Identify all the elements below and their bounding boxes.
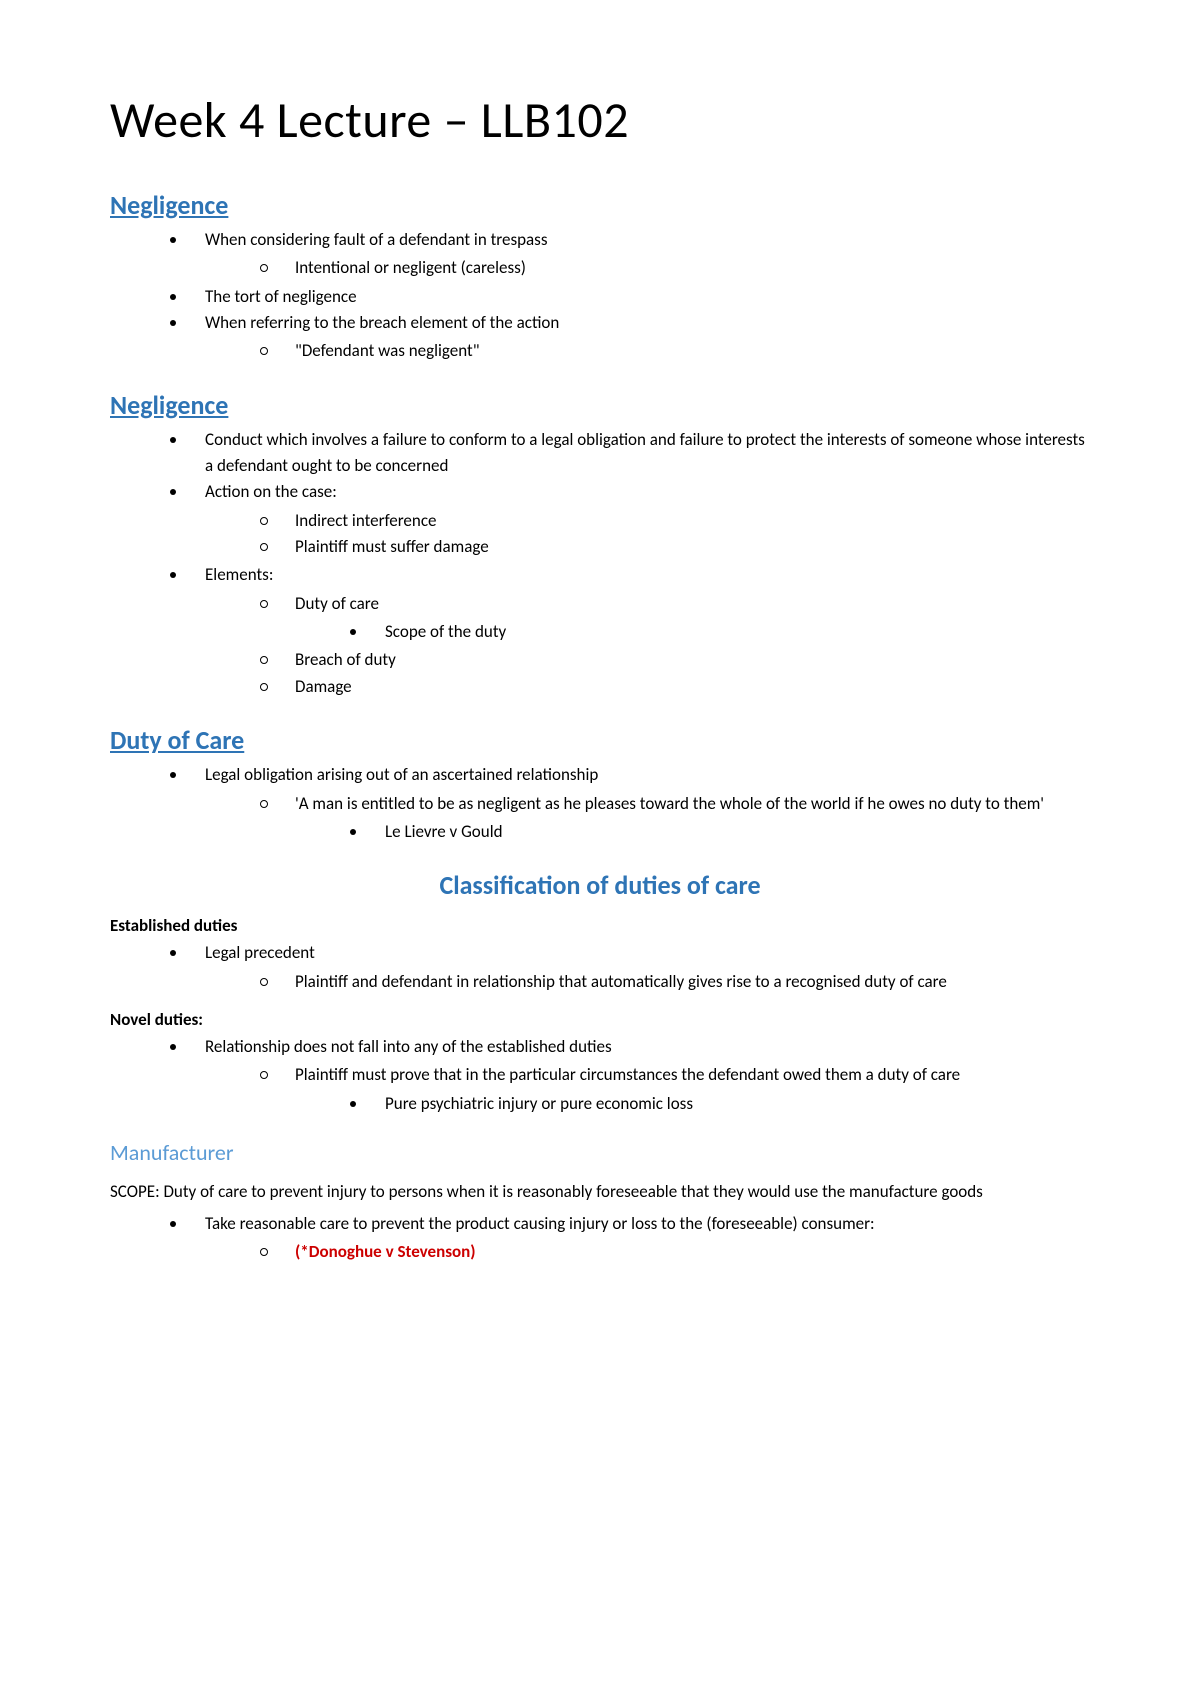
list-text: 'A man is entitled to be as negligent as… — [295, 793, 1044, 814]
list-item: Damage — [260, 674, 1090, 700]
case-citation: (*Donoghue v Stevenson) — [295, 1241, 476, 1262]
sublist: "Defendant was negligent" — [205, 338, 1090, 364]
subsublist: Pure psychiatric injury or pure economic… — [295, 1091, 1090, 1117]
sublist: Plaintiff and defendant in relationship … — [205, 969, 1090, 995]
list-item: Pure psychiatric injury or pure economic… — [350, 1091, 1090, 1117]
scope-text: SCOPE: Duty of care to prevent injury to… — [110, 1180, 1090, 1205]
list-neg1: When considering fault of a defendant in… — [110, 227, 1090, 365]
sublist: Duty of care Scope of the duty Breach of… — [205, 591, 1090, 700]
list-item: Duty of care Scope of the duty — [260, 591, 1090, 646]
document-page: Week 4 Lecture – LLB102 Negligence When … — [0, 0, 1200, 1333]
list-item: Intentional or negligent (careless) — [260, 255, 1090, 281]
list-item: Plaintiff must suffer damage — [260, 534, 1090, 560]
list-item: Conduct which involves a failure to conf… — [170, 427, 1090, 480]
list-item: Plaintiff must prove that in the particu… — [260, 1062, 1090, 1117]
list-novel: Relationship does not fall into any of t… — [110, 1034, 1090, 1117]
list-text: Legal precedent — [205, 942, 315, 963]
heading-negligence-1: Negligence — [110, 189, 1090, 221]
heading-manufacturer: Manufacturer — [110, 1139, 1090, 1166]
list-neg2: Conduct which involves a failure to conf… — [110, 427, 1090, 700]
list-item: Take reasonable care to prevent the prod… — [170, 1211, 1090, 1266]
list-item: Legal obligation arising out of an ascer… — [170, 762, 1090, 845]
list-text: Elements: — [205, 564, 273, 585]
list-established: Legal precedent Plaintiff and defendant … — [110, 940, 1090, 995]
list-text: Relationship does not fall into any of t… — [205, 1036, 612, 1057]
sublist: Indirect interference Plaintiff must suf… — [205, 508, 1090, 561]
sublist: 'A man is entitled to be as negligent as… — [205, 791, 1090, 846]
list-manufacturer: Take reasonable care to prevent the prod… — [110, 1211, 1090, 1266]
subheading-novel-duties: Novel duties: — [110, 1009, 1090, 1030]
sublist: (*Donoghue v Stevenson) — [205, 1239, 1090, 1265]
list-text: Duty of care — [295, 593, 379, 614]
subsublist: Le Lievre v Gould — [295, 819, 1090, 845]
list-text: Legal obligation arising out of an ascer… — [205, 764, 598, 785]
list-item: Indirect interference — [260, 508, 1090, 534]
heading-duty-of-care: Duty of Care — [110, 724, 1090, 756]
list-duty: Legal obligation arising out of an ascer… — [110, 762, 1090, 845]
list-item: Action on the case: Indirect interferenc… — [170, 479, 1090, 560]
heading-negligence-2: Negligence — [110, 389, 1090, 421]
subsublist: Scope of the duty — [295, 619, 1090, 645]
list-text: When considering fault of a defendant in… — [205, 229, 547, 250]
list-text: Action on the case: — [205, 481, 337, 502]
list-item: When referring to the breach element of … — [170, 310, 1090, 365]
list-item: Breach of duty — [260, 647, 1090, 673]
sublist: Plaintiff must prove that in the particu… — [205, 1062, 1090, 1117]
list-text: When referring to the breach element of … — [205, 312, 559, 333]
list-item: Plaintiff and defendant in relationship … — [260, 969, 1090, 995]
list-item: The tort of negligence — [170, 284, 1090, 310]
list-text: Plaintiff must prove that in the particu… — [295, 1064, 960, 1085]
list-item: Le Lievre v Gould — [350, 819, 1090, 845]
list-item: 'A man is entitled to be as negligent as… — [260, 791, 1090, 846]
list-item: Legal precedent Plaintiff and defendant … — [170, 940, 1090, 995]
list-item: "Defendant was negligent" — [260, 338, 1090, 364]
list-item: (*Donoghue v Stevenson) — [260, 1239, 1090, 1265]
list-text: Take reasonable care to prevent the prod… — [205, 1213, 875, 1234]
page-title: Week 4 Lecture – LLB102 — [110, 90, 1090, 151]
subheading-established-duties: Established duties — [110, 915, 1090, 936]
list-item: Elements: Duty of care Scope of the duty… — [170, 562, 1090, 700]
list-item: Relationship does not fall into any of t… — [170, 1034, 1090, 1117]
list-item: When considering fault of a defendant in… — [170, 227, 1090, 282]
sublist: Intentional or negligent (careless) — [205, 255, 1090, 281]
heading-classification: Classification of duties of care — [110, 869, 1090, 901]
list-item: Scope of the duty — [350, 619, 1090, 645]
